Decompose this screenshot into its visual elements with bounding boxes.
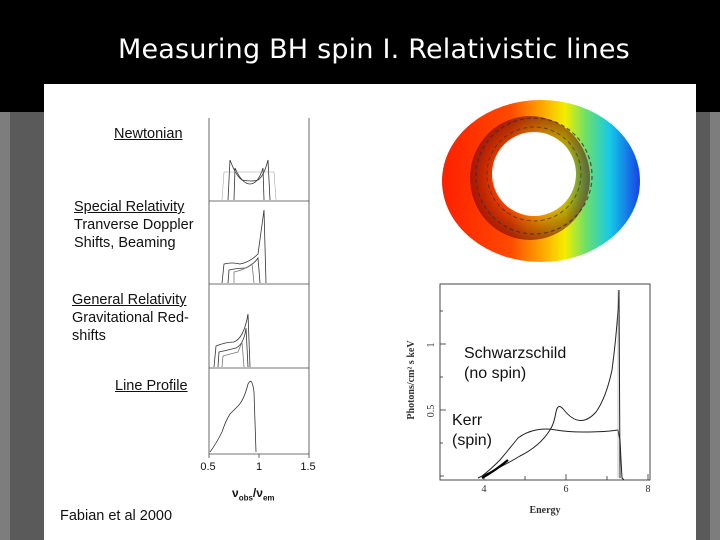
right-rail: [710, 112, 720, 540]
general-relativity-profile: [213, 313, 251, 368]
panel-label-special-relativity: Special Relativity Tranverse Doppler Shi…: [74, 199, 194, 251]
kerr-curve: [481, 428, 625, 481]
accretion-disk-image: [440, 98, 642, 264]
x-tick-1: 1: [256, 461, 262, 473]
spectrum-plot: 1 0.5 Photons/cm² s keV 4 6 8 Energy: [406, 283, 651, 516]
newtonian-profile: [221, 159, 277, 201]
x-tick-4: 4: [482, 484, 487, 495]
x-axis-ticks: [208, 454, 310, 458]
x-tick-0.5: 0.5: [200, 461, 215, 473]
panel-label-continuation: Gravitational Red- shifts: [72, 310, 189, 344]
x-tick-1.5: 1.5: [300, 461, 315, 473]
plot-frame: [439, 283, 651, 481]
panel-frames: [208, 118, 310, 455]
left-rail: [0, 112, 10, 540]
y-tick-0.5: 0.5: [426, 405, 437, 418]
y-axis-label: Photons/cm² s keV: [406, 340, 417, 420]
x-tick-8: 8: [646, 484, 651, 495]
special-relativity-profile: [221, 209, 267, 284]
y-axis-ticks: [440, 310, 446, 477]
figure-area: Newtonian Special Relativity Tranverse D…: [44, 84, 696, 540]
kerr-curve-low-energy: [481, 459, 509, 479]
panel-label-line-profile: Line Profile: [115, 378, 188, 394]
schwarzschild-curve: [477, 289, 621, 479]
x-axis-label: νobs/νem: [232, 486, 275, 503]
annotation-schwarzschild: Schwarzschild (no spin): [464, 345, 567, 382]
x-axis-label-energy: Energy: [529, 505, 560, 516]
line-profile-panels: 0.5 1 1.5: [200, 118, 316, 473]
panel-label-continuation: Tranverse Doppler Shifts, Beaming: [74, 217, 194, 251]
figure-credit: Fabian et al 2000: [60, 508, 173, 524]
slide-title: Measuring BH spin I. Relativistic lines: [118, 34, 630, 65]
y-tick-1: 1: [426, 343, 437, 348]
panel-label-general-relativity: General Relativity Gravitational Red- sh…: [72, 292, 189, 344]
panel-label-newtonian: Newtonian: [114, 126, 183, 142]
integrated-line-profile: [209, 380, 257, 453]
annotation-kerr: Kerr (spin): [452, 412, 493, 449]
x-tick-6: 6: [564, 484, 569, 495]
